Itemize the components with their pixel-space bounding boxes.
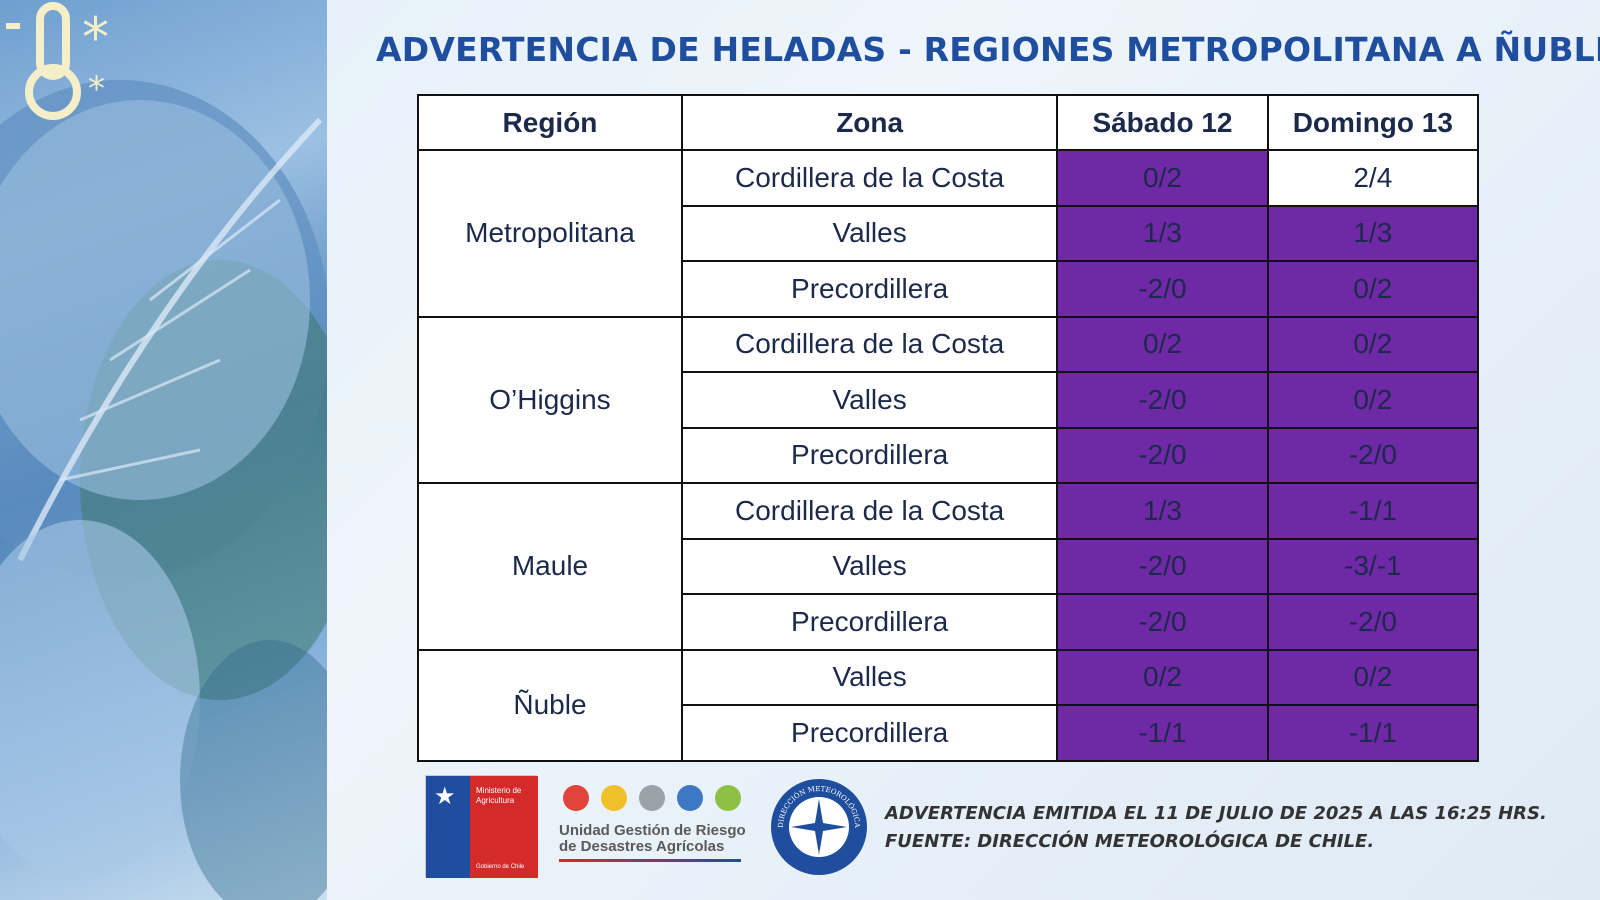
domingo-value-cell: -2/0 — [1266, 593, 1480, 651]
sabado-value-cell: 1/3 — [1056, 482, 1269, 540]
table-row: Valles 1/3 1/3 — [418, 204, 1480, 262]
sabado-value-cell: 0/2 — [1056, 149, 1269, 207]
domingo-value-cell: 0/2 — [1266, 315, 1480, 373]
ministerio-agricultura-logo: ★ Ministerio de Agricultura Gobierno de … — [425, 775, 538, 878]
zona-cell: Precordillera — [680, 704, 1059, 762]
zona-cell: Precordillera — [680, 593, 1059, 651]
thermometer-snow-icon: * * — [6, 2, 109, 120]
zona-cell: Cordillera de la Costa — [680, 482, 1059, 540]
fire-icon — [563, 785, 589, 811]
page-title: ADVERTENCIA DE HELADAS - REGIONES METROP… — [376, 30, 1600, 69]
header-sabado: Sábado 12 — [1056, 94, 1269, 151]
domingo-value-cell: 0/2 — [1266, 260, 1480, 318]
meteochile-logo: DIRECCIÓN METEOROLÓGICA METEOCHILE — [771, 779, 867, 875]
zona-cell: Cordillera de la Costa — [680, 149, 1059, 207]
svg-text:*: * — [88, 69, 105, 109]
issued-date: ADVERTENCIA EMITIDA EL 11 DE JULIO DE 20… — [885, 803, 1547, 824]
table-row: Ñuble Valles 0/2 0/2 — [417, 648, 1480, 762]
frost-warning-table: Región Zona Sábado 12 Domingo 13 Metropo… — [417, 94, 1480, 762]
table-row: Valles -2/0 0/2 — [418, 371, 1480, 429]
table-row: O’Higgins Cordillera de la Costa 0/2 0/2 — [417, 315, 1480, 484]
table-row: Precordillera -1/1 -1/1 — [418, 704, 1480, 762]
region-cell: O’Higgins — [417, 315, 683, 484]
table-header-row: Región Zona Sábado 12 Domingo 13 — [417, 94, 1480, 151]
zona-cell: Valles — [680, 204, 1059, 262]
zona-cell: Valles — [680, 371, 1059, 429]
header-region: Región — [417, 94, 683, 151]
issued-source: FUENTE: DIRECCIÓN METEOROLÓGICA DE CHILE… — [885, 831, 1375, 852]
domingo-value-cell: 2/4 — [1266, 149, 1480, 207]
sabado-value-cell: 0/2 — [1056, 648, 1269, 706]
sabado-value-cell: 1/3 — [1056, 204, 1269, 262]
sun-icon — [601, 785, 627, 811]
table-row: Precordillera -2/0 0/2 — [418, 260, 1480, 318]
gobierno-label: Gobierno de Chile — [476, 864, 525, 870]
zona-cell: Precordillera — [680, 426, 1059, 484]
domingo-value-cell: -1/1 — [1266, 704, 1480, 762]
issued-note: ADVERTENCIA EMITIDA EL 11 DE JULIO DE 20… — [885, 800, 1547, 856]
region-cell: Ñuble — [417, 648, 683, 762]
domingo-value-cell: -1/1 — [1266, 482, 1480, 540]
domingo-value-cell: 0/2 — [1266, 371, 1480, 429]
sabado-value-cell: -2/0 — [1056, 537, 1269, 595]
zona-cell: Valles — [680, 537, 1059, 595]
ugr-line2: de Desastres Agrícolas — [559, 838, 725, 855]
table-row: Valles -2/0 -3/-1 — [418, 537, 1480, 595]
frost-leaf-image: * * — [0, 0, 327, 900]
zona-cell: Valles — [680, 648, 1059, 706]
svg-text:*: * — [82, 6, 109, 69]
header-domingo: Domingo 13 — [1266, 94, 1480, 151]
ministerio-label: Ministerio de Agricultura — [476, 786, 522, 805]
table-row: Maule Cordillera de la Costa 1/3 -1/1 — [417, 482, 1480, 651]
domingo-value-cell: 0/2 — [1266, 648, 1480, 706]
leaf-icon — [715, 785, 741, 811]
domingo-value-cell: -2/0 — [1266, 426, 1480, 484]
rain-icon — [639, 785, 665, 811]
footer: ★ Ministerio de Agricultura Gobierno de … — [425, 775, 1575, 880]
domingo-value-cell: 1/3 — [1266, 204, 1480, 262]
sabado-value-cell: -2/0 — [1056, 593, 1269, 651]
region-cell: Maule — [417, 482, 683, 651]
ugr-line1: Unidad Gestión de Riesgo — [559, 822, 746, 839]
zona-cell: Cordillera de la Costa — [680, 315, 1059, 373]
sabado-value-cell: 0/2 — [1056, 315, 1269, 373]
sabado-value-cell: -2/0 — [1056, 371, 1269, 429]
snowflake-icon — [677, 785, 703, 811]
table-row: Metropolitana Cordillera de la Costa 0/2 2/… — [417, 149, 1480, 318]
table-row: Precordillera -2/0 -2/0 — [418, 426, 1480, 484]
zona-cell: Precordillera — [680, 260, 1059, 318]
sabado-value-cell: -1/1 — [1056, 704, 1269, 762]
ugr-logo: Unidad Gestión de Riesgo de Desastres Ag… — [559, 785, 759, 875]
star-icon: ★ — [434, 783, 456, 810]
table-row: Precordillera -2/0 -2/0 — [418, 593, 1480, 651]
sabado-value-cell: -2/0 — [1056, 426, 1269, 484]
sabado-value-cell: -2/0 — [1056, 260, 1269, 318]
region-cell: Metropolitana — [417, 149, 683, 318]
domingo-value-cell: -3/-1 — [1266, 537, 1480, 595]
header-zona: Zona — [680, 94, 1059, 151]
